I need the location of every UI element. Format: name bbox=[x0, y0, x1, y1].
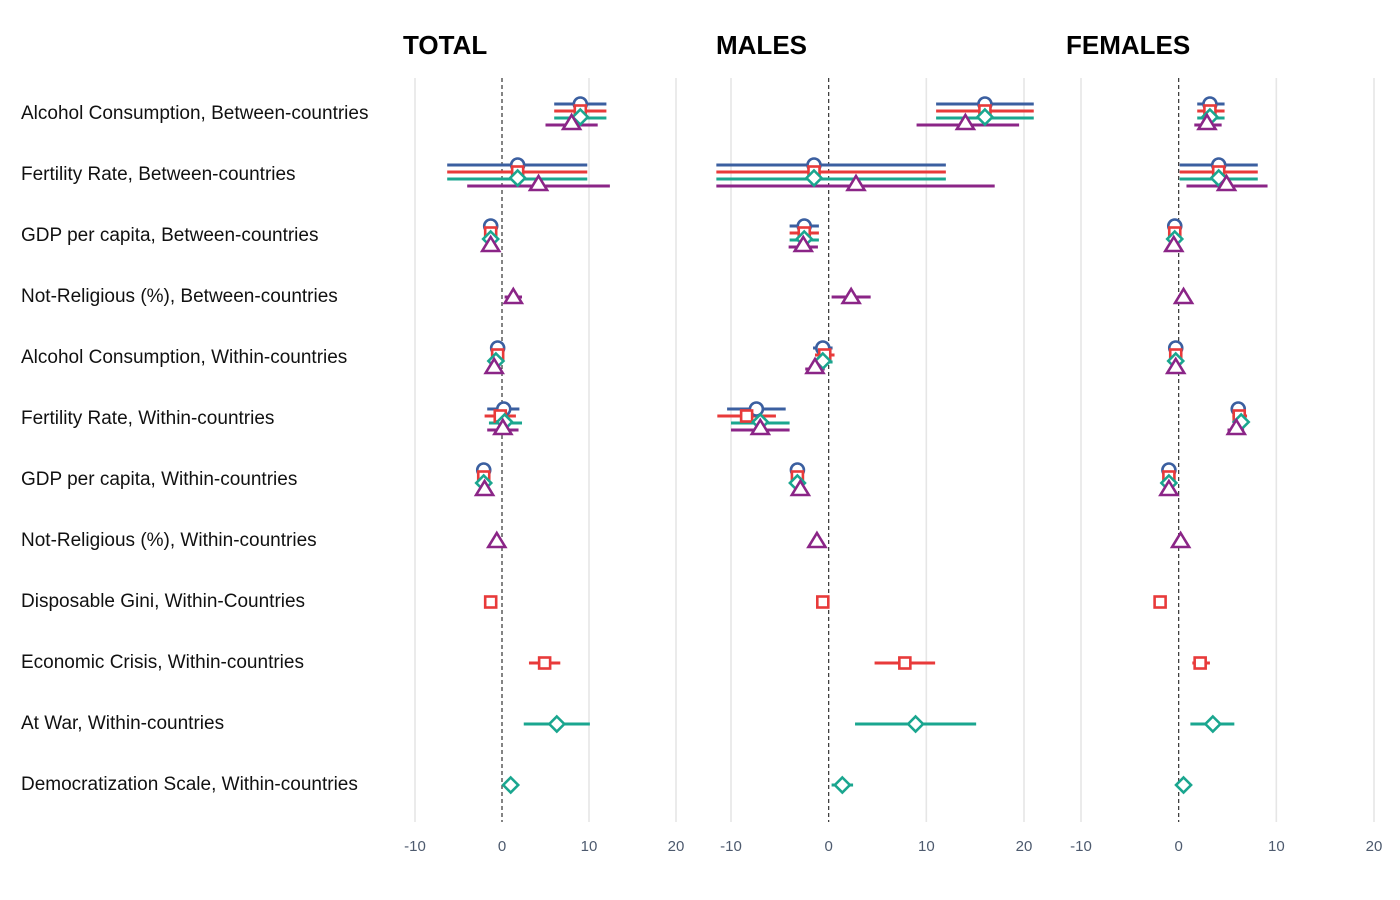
x-tick-label: -10 bbox=[404, 838, 426, 855]
panel-total: TOTAL -10 0 10 20 bbox=[403, 30, 684, 855]
point-estimate-triangle bbox=[806, 530, 828, 549]
row-label: Fertility Rate, Within-countries bbox=[21, 408, 274, 429]
row-label: Disposable Gini, Within-Countries bbox=[21, 591, 305, 612]
x-tick-label: 20 bbox=[668, 838, 685, 855]
panel-title: MALES bbox=[716, 30, 807, 60]
point-estimate-triangle bbox=[502, 286, 525, 305]
point-estimate-square bbox=[1193, 656, 1207, 670]
point-estimate-diamond bbox=[1174, 775, 1193, 795]
point-estimate-triangle bbox=[483, 356, 505, 375]
x-tick-label: 10 bbox=[1268, 838, 1285, 855]
row-labels: Alcohol Consumption, Between-countries Fe… bbox=[21, 103, 368, 795]
point-estimate-square bbox=[816, 595, 830, 609]
point-estimate-triangle bbox=[804, 356, 826, 375]
point-estimate-triangle bbox=[1172, 286, 1195, 305]
row-label: Not-Religious (%), Between-countries bbox=[21, 286, 338, 307]
point-estimate-triangle bbox=[473, 478, 496, 497]
row-label: Economic Crisis, Within-countries bbox=[21, 652, 304, 673]
x-tick-label: 0 bbox=[1174, 838, 1182, 855]
point-estimate-square bbox=[537, 656, 552, 670]
point-estimate-triangle bbox=[1215, 173, 1238, 192]
point-estimate-triangle bbox=[1162, 234, 1185, 253]
point-estimate-triangle bbox=[840, 286, 862, 305]
row-label: GDP per capita, Within-countries bbox=[21, 469, 297, 490]
panel-females: FEMALES -10 0 10 20 bbox=[1066, 30, 1382, 855]
point-estimate-square bbox=[739, 409, 754, 423]
x-tick-label: 0 bbox=[498, 838, 506, 855]
row-label: Democratization Scale, Within-countries bbox=[21, 774, 358, 795]
point-estimate-diamond bbox=[508, 168, 527, 188]
point-estimate-diamond bbox=[501, 775, 521, 795]
point-estimate-triangle bbox=[1158, 478, 1180, 497]
point-estimate-diamond bbox=[804, 168, 824, 188]
point-estimate-triangle bbox=[485, 530, 508, 549]
x-tick-label: 0 bbox=[824, 838, 832, 855]
x-tick-label: 20 bbox=[1366, 838, 1383, 855]
panel-males: MALES -10 0 10 20 bbox=[716, 30, 1034, 855]
row-label: GDP per capita, Between-countries bbox=[21, 225, 318, 246]
point-estimate-triangle bbox=[1196, 112, 1218, 131]
point-estimate-triangle bbox=[1164, 356, 1187, 375]
row-label: Not-Religious (%), Within-countries bbox=[21, 530, 317, 551]
x-tick-label: -10 bbox=[1070, 838, 1092, 855]
x-tick-label: -10 bbox=[720, 838, 742, 855]
point-estimate-square bbox=[483, 595, 498, 609]
point-estimate-diamond bbox=[975, 107, 995, 127]
row-label: Alcohol Consumption, Between-countries bbox=[21, 103, 368, 124]
point-estimate-triangle bbox=[845, 173, 867, 192]
point-estimate-triangle bbox=[749, 417, 772, 436]
point-estimate-diamond bbox=[906, 714, 925, 734]
point-estimate-triangle bbox=[492, 417, 514, 436]
x-tick-label: 10 bbox=[918, 838, 935, 855]
point-estimate-square bbox=[898, 656, 912, 670]
panel-title: FEMALES bbox=[1066, 30, 1190, 60]
point-estimate-triangle bbox=[560, 112, 583, 131]
panel-title: TOTAL bbox=[403, 30, 487, 60]
x-tick-label: 20 bbox=[1016, 838, 1033, 855]
point-estimate-triangle bbox=[954, 112, 977, 131]
point-estimate-diamond bbox=[833, 775, 852, 795]
row-label: Alcohol Consumption, Within-countries bbox=[21, 347, 347, 368]
point-estimate-triangle bbox=[789, 478, 812, 497]
row-label: Fertility Rate, Between-countries bbox=[21, 164, 296, 185]
point-estimate-triangle bbox=[792, 234, 815, 253]
x-tick-label: 10 bbox=[581, 838, 598, 855]
row-label: At War, Within-countries bbox=[21, 713, 224, 734]
point-estimate-diamond bbox=[547, 714, 567, 734]
point-estimate-triangle bbox=[1169, 530, 1192, 549]
point-estimate-triangle bbox=[527, 173, 550, 192]
point-estimate-triangle bbox=[479, 234, 502, 253]
point-estimate-diamond bbox=[1203, 714, 1223, 734]
point-estimate-square bbox=[1153, 595, 1167, 609]
point-estimate-triangle bbox=[1225, 417, 1248, 436]
